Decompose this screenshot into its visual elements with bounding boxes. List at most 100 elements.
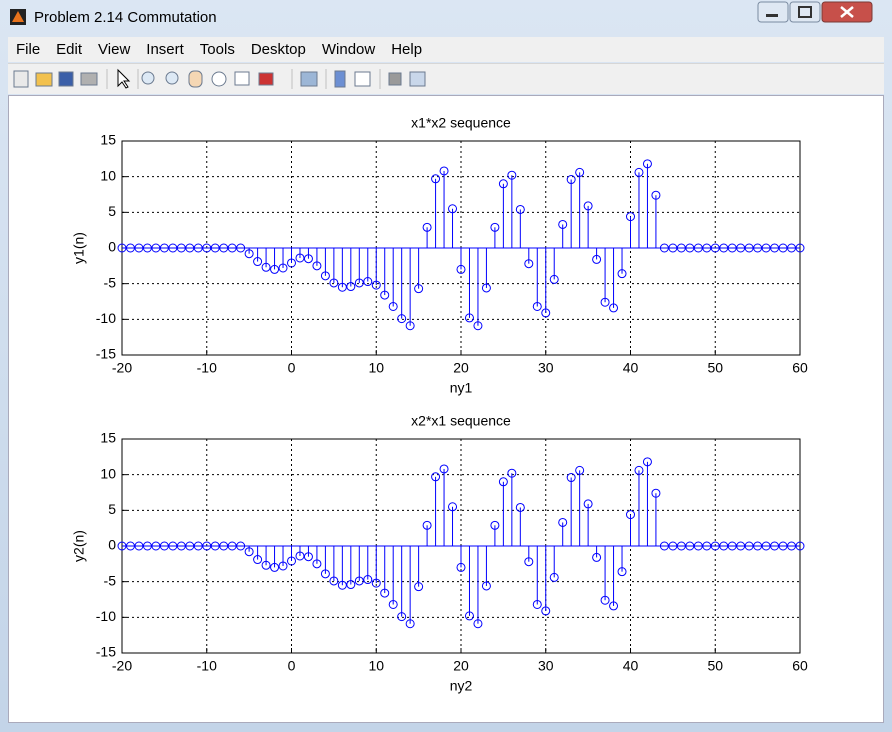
x-tick-label: -20 bbox=[112, 360, 132, 376]
stem-marker bbox=[464, 313, 474, 323]
x-tick-label: 60 bbox=[792, 360, 808, 376]
y-tick-label: 5 bbox=[108, 501, 116, 517]
x-tick-label: 20 bbox=[453, 360, 469, 376]
x-tick-label: -20 bbox=[112, 658, 132, 674]
stem-marker bbox=[524, 557, 534, 567]
stem-marker bbox=[642, 457, 652, 467]
stem-marker bbox=[592, 254, 602, 264]
x-tick-label: 30 bbox=[538, 658, 554, 674]
stem-marker bbox=[481, 283, 491, 293]
minimize-button[interactable] bbox=[757, 1, 789, 23]
stem-marker bbox=[609, 601, 619, 611]
stem-marker bbox=[549, 572, 559, 582]
x-tick-label: -10 bbox=[197, 360, 217, 376]
open-button[interactable] bbox=[35, 72, 53, 87]
stem-marker bbox=[312, 261, 322, 271]
brush-button[interactable] bbox=[258, 72, 274, 86]
zoom-out-button[interactable] bbox=[165, 71, 179, 85]
stem-marker bbox=[456, 264, 466, 274]
stem-marker bbox=[498, 179, 508, 189]
link-button[interactable] bbox=[300, 71, 318, 87]
menu-item[interactable]: Desktop bbox=[250, 41, 306, 58]
stem-marker bbox=[490, 520, 500, 530]
menu-item[interactable]: Edit bbox=[56, 41, 83, 58]
stem-marker bbox=[464, 611, 474, 621]
stem-marker bbox=[592, 552, 602, 562]
menu-item[interactable]: Tools bbox=[199, 41, 235, 58]
x-tick-label: 50 bbox=[707, 658, 723, 674]
pan-button[interactable] bbox=[188, 70, 203, 88]
menu-item[interactable]: Window bbox=[321, 41, 376, 58]
menu-item[interactable]: Insert bbox=[146, 41, 184, 58]
menu-item[interactable]: Help bbox=[391, 41, 423, 58]
toolbar bbox=[8, 63, 884, 94]
stem-marker bbox=[431, 472, 441, 482]
rotate-button[interactable] bbox=[211, 71, 227, 87]
menu-item[interactable]: View bbox=[98, 41, 131, 58]
y-tick-label: -10 bbox=[96, 310, 116, 326]
stem-marker bbox=[346, 282, 356, 292]
stem-marker bbox=[634, 465, 644, 475]
colorbar-button[interactable] bbox=[334, 70, 346, 88]
stem-marker bbox=[354, 576, 364, 586]
legend-button[interactable] bbox=[354, 71, 371, 87]
maximize-button[interactable] bbox=[789, 1, 821, 23]
x-tick-label: 60 bbox=[792, 658, 808, 674]
save-button[interactable] bbox=[58, 71, 74, 87]
x-axis-label: ny2 bbox=[450, 678, 473, 694]
stem-marker bbox=[507, 170, 517, 180]
chart-title: x2*x1 sequence bbox=[411, 413, 511, 429]
chart-title: x1*x2 sequence bbox=[411, 115, 511, 131]
stem-marker bbox=[515, 204, 525, 214]
window-title: Problem 2.14 Commutation bbox=[34, 9, 217, 26]
stem-marker bbox=[287, 258, 296, 268]
stem-marker bbox=[329, 576, 339, 586]
maximize-glyph bbox=[798, 6, 812, 18]
stem-marker bbox=[566, 175, 576, 185]
stem-marker bbox=[575, 167, 585, 177]
y-tick-label: 15 bbox=[100, 132, 116, 148]
show-tools-button[interactable] bbox=[409, 71, 426, 87]
stem-marker bbox=[481, 581, 491, 591]
stem-marker bbox=[337, 282, 347, 292]
stem-marker bbox=[558, 219, 568, 229]
y-tick-label: 15 bbox=[100, 430, 116, 446]
stem-marker bbox=[253, 555, 263, 565]
stem-marker bbox=[600, 297, 610, 307]
stem-marker bbox=[397, 612, 407, 622]
x-tick-label: -10 bbox=[197, 658, 217, 674]
stem-marker bbox=[507, 468, 517, 478]
stem-marker bbox=[422, 520, 432, 530]
stem-marker bbox=[236, 243, 246, 253]
y-tick-label: 0 bbox=[108, 537, 116, 553]
stem-marker bbox=[439, 464, 449, 474]
stem-marker bbox=[566, 473, 576, 483]
zoom-in-button[interactable] bbox=[141, 71, 155, 85]
stem-marker bbox=[422, 222, 432, 232]
stem-marker bbox=[541, 606, 551, 616]
stem-marker bbox=[244, 249, 254, 259]
stem-marker bbox=[541, 308, 551, 318]
pointer-button[interactable] bbox=[117, 68, 131, 89]
datacursor-button[interactable] bbox=[234, 71, 250, 86]
stem-marker bbox=[414, 284, 424, 294]
stem-marker bbox=[609, 303, 619, 313]
menu-bar: File Edit View Insert Tools Desktop Window Help bbox=[8, 37, 884, 62]
new-button[interactable] bbox=[13, 70, 29, 88]
stem-marker bbox=[490, 222, 500, 232]
stem-marker bbox=[261, 262, 271, 272]
stem-marker bbox=[583, 499, 593, 509]
y-tick-label: 5 bbox=[108, 203, 116, 219]
print-button[interactable] bbox=[80, 72, 98, 86]
stem-marker bbox=[397, 314, 407, 324]
stem-marker bbox=[303, 552, 313, 562]
stem-marker bbox=[270, 264, 280, 274]
x-tick-label: 0 bbox=[288, 360, 296, 376]
hide-tools-button[interactable] bbox=[388, 72, 402, 86]
stem-marker bbox=[363, 277, 373, 287]
stem-marker bbox=[473, 619, 483, 629]
menu-item[interactable]: File bbox=[16, 41, 41, 58]
y-tick-label: 10 bbox=[100, 167, 116, 183]
title-bar: Problem 2.14 Commutation bbox=[0, 0, 892, 36]
stem-marker bbox=[244, 547, 254, 557]
